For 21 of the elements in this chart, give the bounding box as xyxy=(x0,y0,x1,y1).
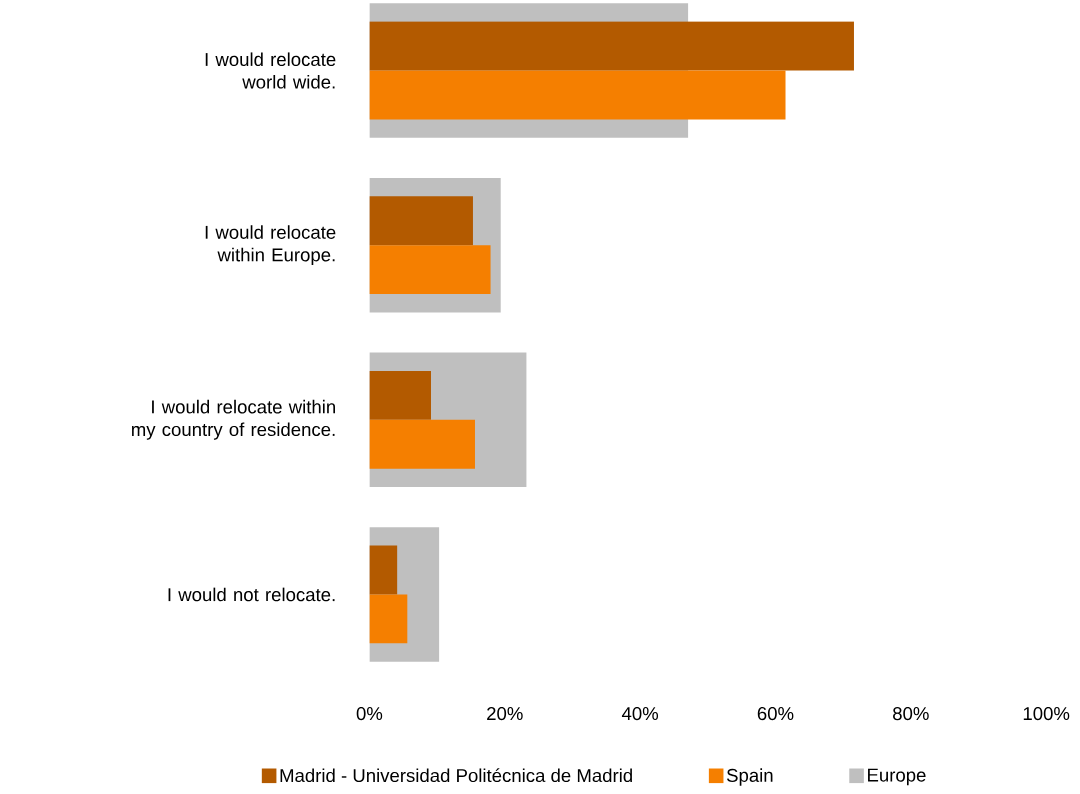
legend-label: Spain xyxy=(726,768,773,786)
y-tick-label: I would not relocate. xyxy=(168,587,335,602)
x-tick-label: 0% xyxy=(356,706,383,721)
bar xyxy=(369,545,398,595)
y-tick-label: I would relocate within my country of residence. xyxy=(132,399,335,440)
bar xyxy=(369,196,473,246)
bar xyxy=(369,370,431,420)
legend-label: Europe xyxy=(868,768,926,786)
legend-label: Madrid - Universidad Politécnica de Madrid xyxy=(280,768,632,783)
x-tick-label: 20% xyxy=(487,706,523,721)
y-tick-label: I would relocate world wide. xyxy=(205,52,336,89)
bar xyxy=(369,245,491,294)
x-tick-label: 100% xyxy=(1023,706,1070,721)
x-tick-label: 40% xyxy=(621,706,659,721)
y-tick-label: I would relocate within Europe. xyxy=(205,225,336,266)
bar xyxy=(369,21,854,71)
bar xyxy=(369,594,408,644)
x-tick-label: 80% xyxy=(893,706,929,721)
bar xyxy=(369,70,786,120)
x-tick-label: 60% xyxy=(757,706,794,721)
bar xyxy=(369,419,475,469)
